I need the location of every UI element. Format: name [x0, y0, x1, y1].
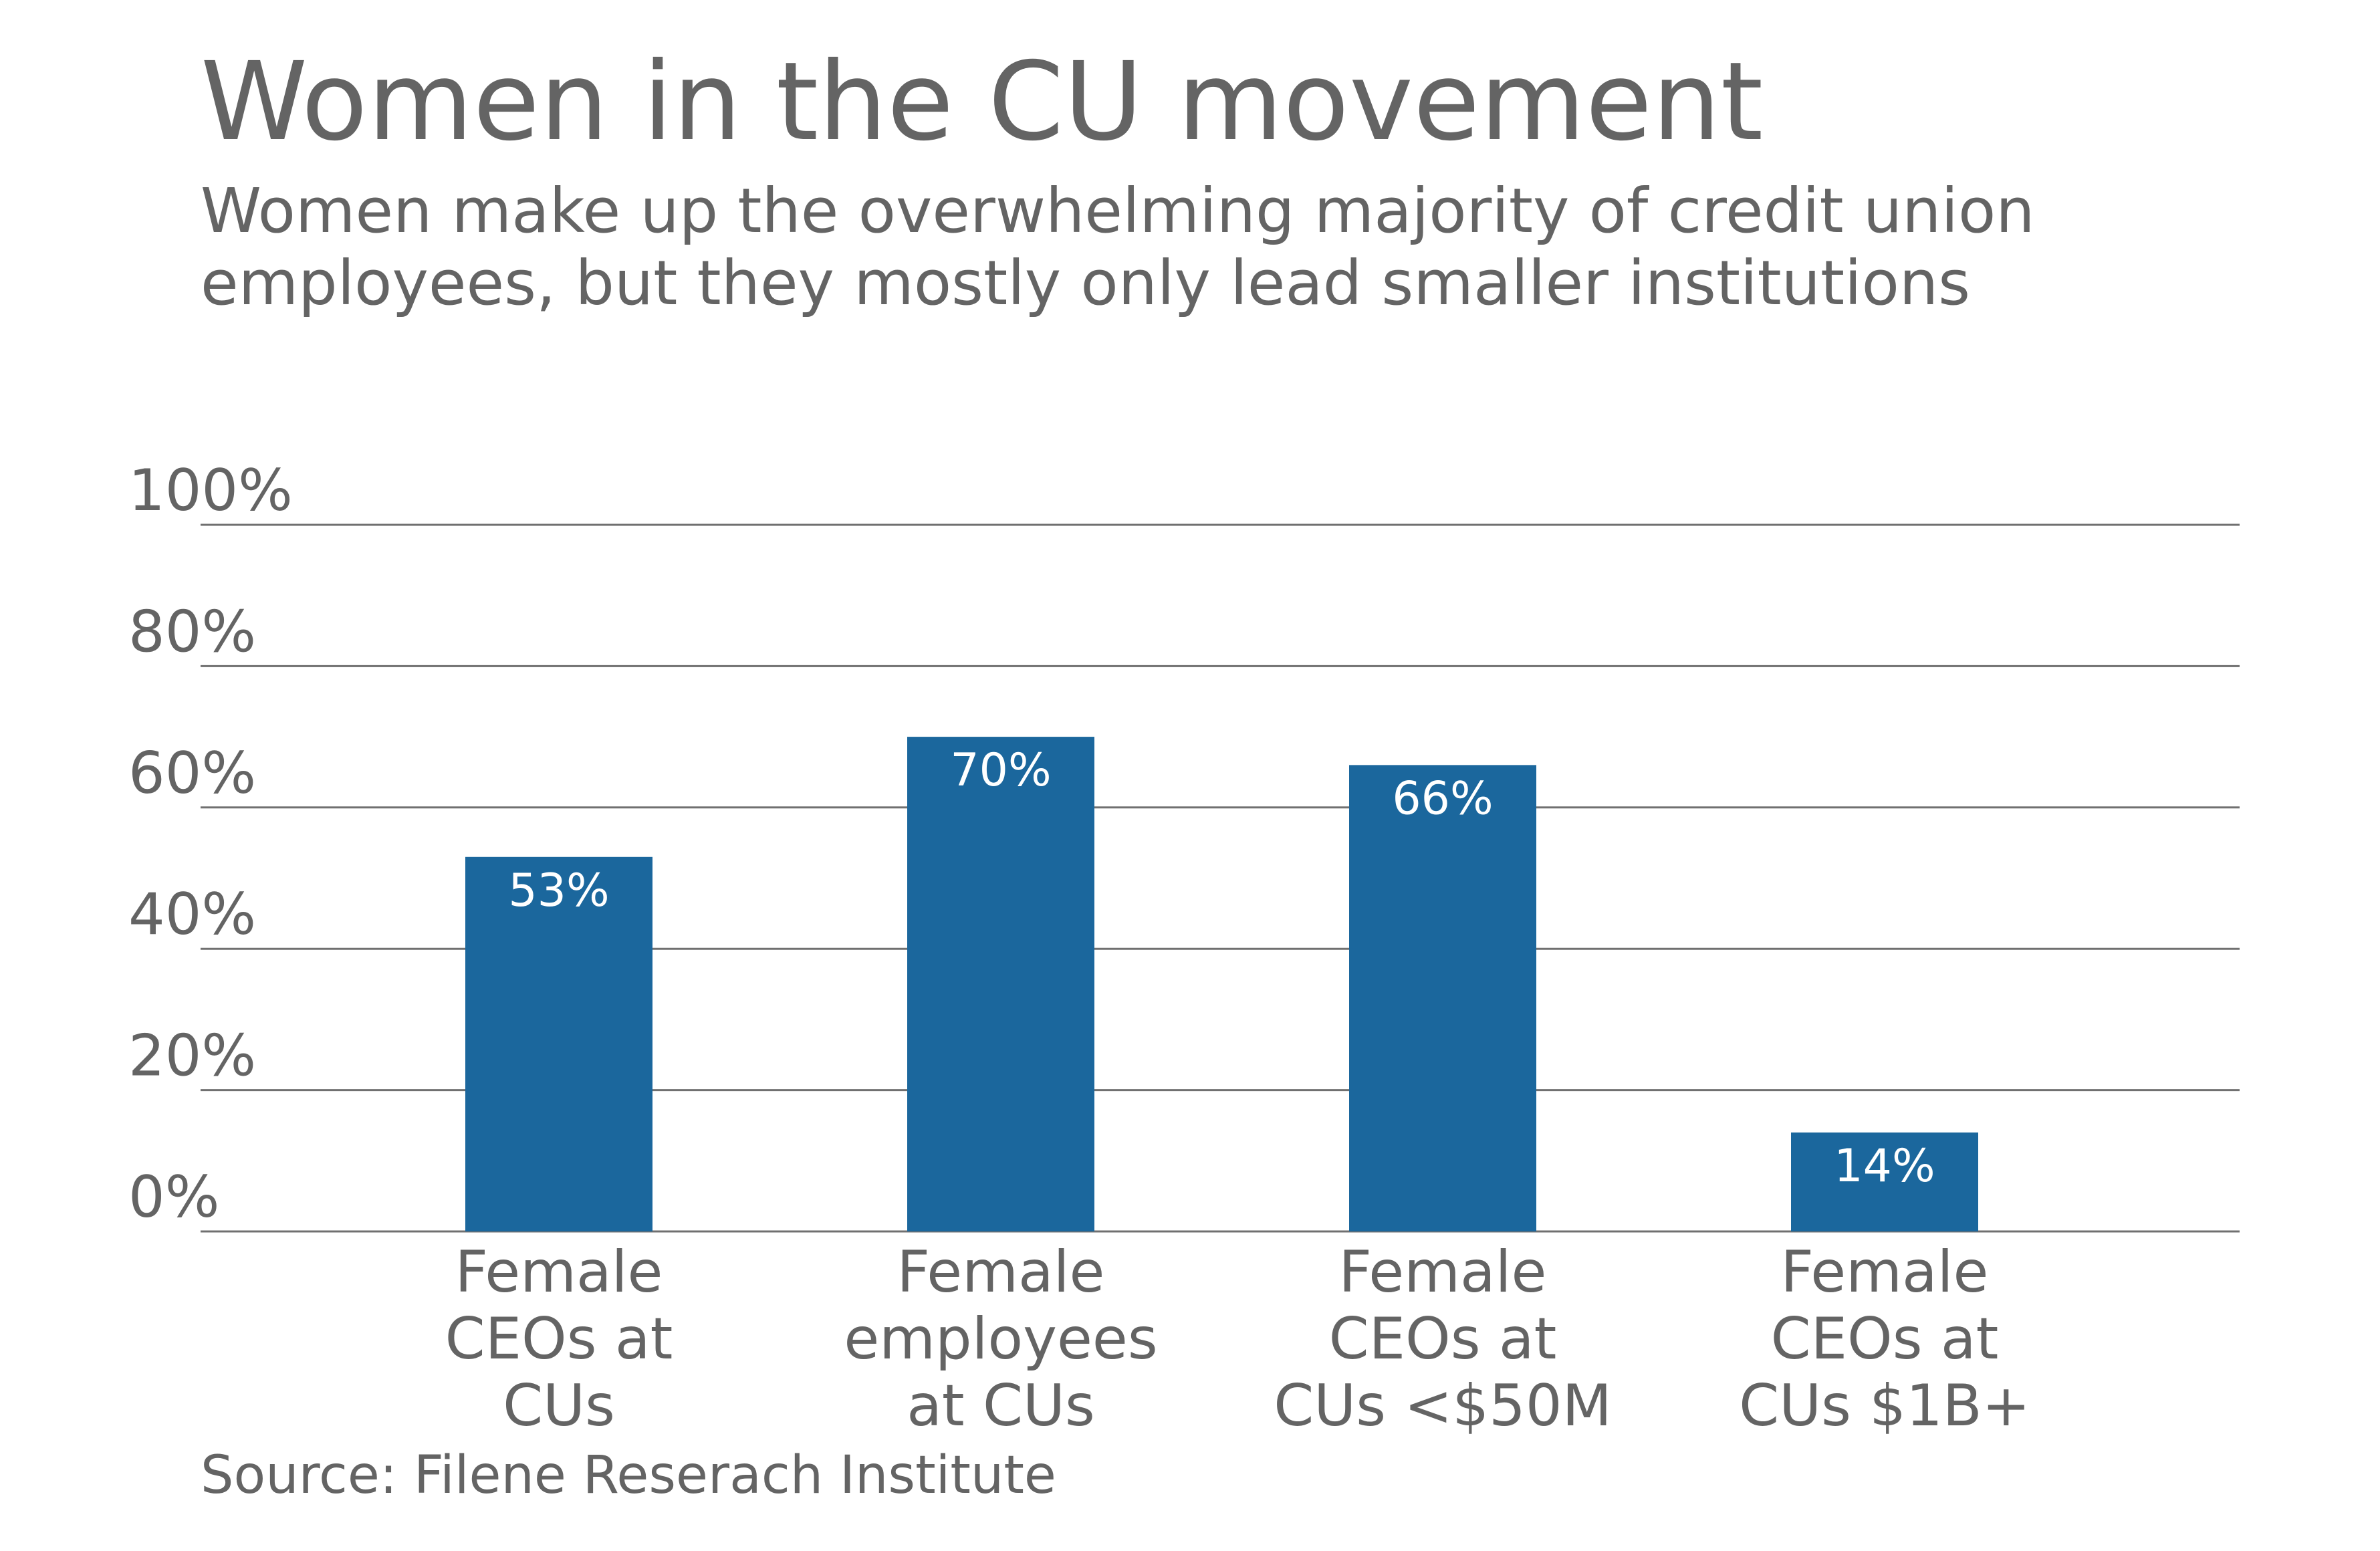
y-tick-label: 80%: [128, 598, 256, 665]
category-label-line: CEOs at: [1771, 1306, 1999, 1373]
category-label-line: CUs $1B+: [1739, 1373, 2030, 1439]
bar-value-label: 53%: [508, 864, 609, 917]
category-label-line: CUs <$50M: [1274, 1373, 1612, 1439]
chart-title: Women in the CU movement: [201, 39, 1764, 165]
chart-subtitle: Women make up the overwhelming majority …: [201, 175, 2273, 320]
bar: [907, 737, 1094, 1231]
subtitle-line-2: employees, but they mostly only lead sma…: [201, 247, 1971, 319]
bar-value-labels: 53% 70% 66% 14%: [508, 744, 1935, 1193]
bar: [1791, 1132, 1978, 1231]
category-label-line: CUs: [503, 1373, 615, 1439]
bars: [465, 737, 1978, 1231]
bar: [1349, 765, 1536, 1231]
y-axis-ticks: 0% 20% 40% 60% 80% 100%: [128, 457, 293, 1231]
category-label-line: employees: [844, 1306, 1157, 1373]
y-tick-label: 60%: [128, 740, 256, 807]
category-label-line: CEOs at: [1329, 1306, 1557, 1373]
bar-value-label: 14%: [1834, 1140, 1935, 1193]
category-label-line: CEOs at: [445, 1306, 673, 1373]
y-tick-label: 40%: [128, 881, 256, 948]
y-tick-label: 20%: [128, 1023, 256, 1090]
bar-value-label: 70%: [950, 744, 1051, 797]
source-note: Source: Filene Reserach Institute: [201, 1445, 1056, 1506]
bar-value-label: 66%: [1392, 772, 1493, 825]
bar: [465, 856, 652, 1231]
y-tick-label: 0%: [128, 1164, 219, 1231]
category-label-line: Female: [1781, 1239, 1989, 1306]
category-label-line: Female: [897, 1239, 1105, 1306]
y-tick-label: 100%: [128, 457, 293, 524]
category-label-line: at CUs: [907, 1373, 1095, 1439]
subtitle-line-1: Women make up the overwhelming majority …: [201, 175, 2035, 247]
category-label-line: Female: [1339, 1239, 1547, 1306]
category-label-line: Female: [455, 1239, 663, 1306]
